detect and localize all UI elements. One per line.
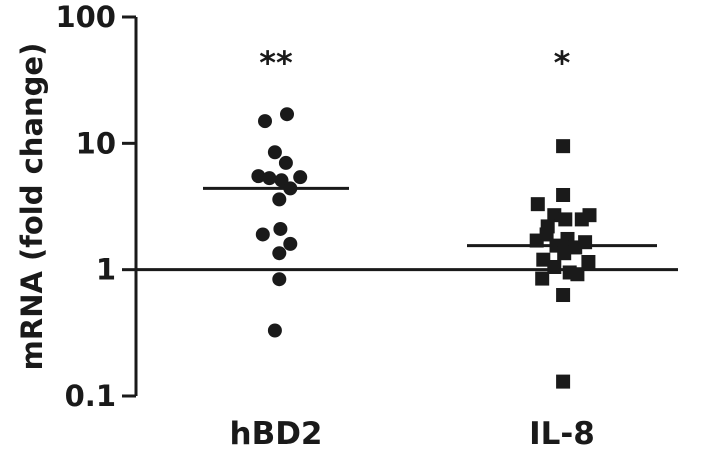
data-point-circle (258, 114, 272, 129)
data-point-square (568, 240, 583, 255)
data-point-circle (267, 323, 282, 338)
data-point-square (556, 374, 571, 389)
x-category-label: IL-8 (529, 416, 595, 450)
data-point-square (581, 254, 596, 269)
data-point-circle (272, 246, 287, 261)
data-point-circle (267, 145, 282, 160)
y-tick-label: 100 (55, 0, 116, 34)
data-point-square (547, 208, 562, 223)
data-point-square (530, 197, 545, 212)
data-point-square (536, 252, 551, 267)
x-category-label: hBD2 (230, 416, 323, 450)
y-tick-labels: 0.1 1 10 100 (55, 0, 116, 413)
significance-labels: ** * (259, 44, 570, 82)
data-point-square (535, 271, 550, 286)
data-point-circle (273, 221, 288, 236)
data-point-square (574, 212, 589, 227)
data-point-square (562, 265, 577, 280)
data-point-circle (274, 173, 289, 188)
significance-label: * (554, 44, 571, 82)
x-category-labels: hBD2 IL-8 (230, 416, 595, 450)
y-axis (122, 15, 138, 398)
data-point-square (557, 246, 572, 261)
data-point-circle (272, 272, 287, 287)
y-axis-title: mRNA (fold change) (15, 43, 49, 371)
data-point-square (547, 259, 562, 274)
data-points (251, 107, 597, 389)
data-point-square (556, 187, 571, 202)
data-point-circle (283, 236, 298, 251)
data-point-circle (255, 227, 270, 242)
data-point-circle (283, 181, 298, 196)
data-point-square (558, 212, 573, 227)
data-point-circle (251, 169, 266, 184)
data-point-circle (262, 171, 277, 186)
data-point-circle (293, 170, 308, 185)
data-point-square (539, 227, 554, 242)
data-point-circle (272, 192, 287, 207)
y-tick-label: 1 (96, 253, 116, 287)
y-tick-label: 10 (76, 126, 116, 160)
data-point-square (556, 139, 571, 154)
y-tick-label: 0.1 (65, 379, 116, 413)
significance-label: ** (259, 44, 293, 82)
data-point-circle (280, 107, 294, 122)
data-point-square (556, 288, 571, 303)
data-point-circle (278, 155, 293, 170)
